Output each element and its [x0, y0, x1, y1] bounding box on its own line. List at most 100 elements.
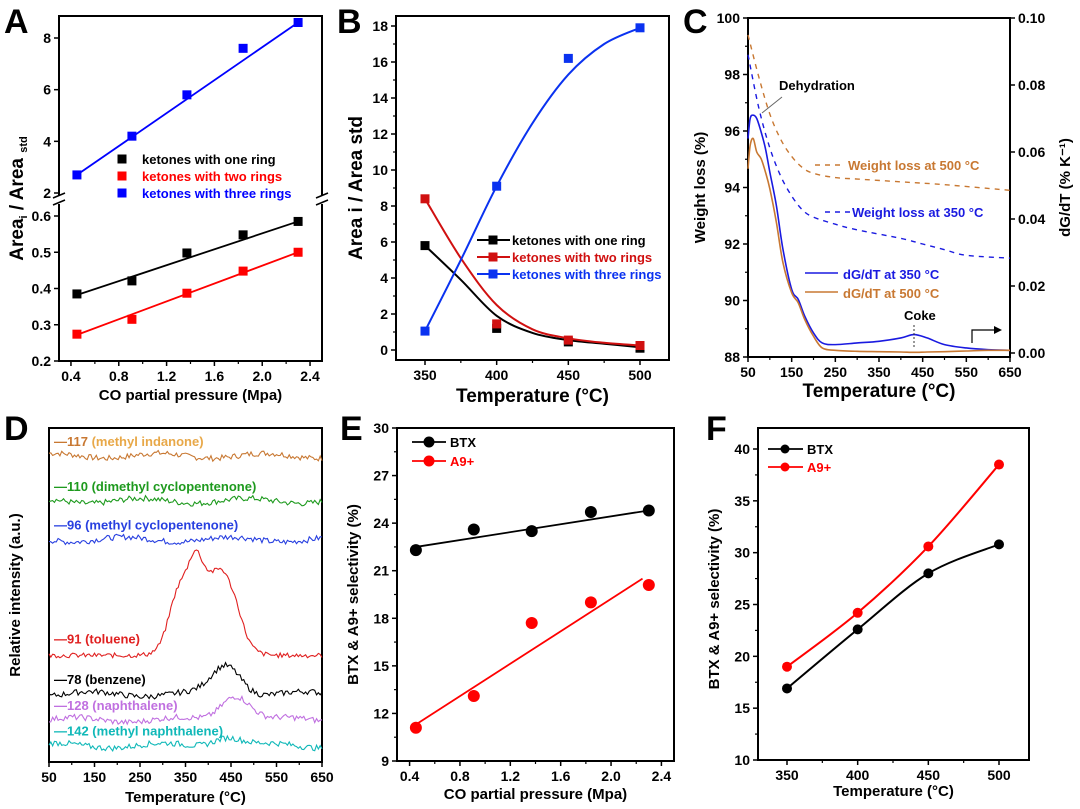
data-point: [782, 661, 792, 672]
panel-c: 50 150 250 350 450 550 650 88 90 92 94 96 98 100 0.00 0…: [692, 10, 1074, 402]
trace-label: —110 (dimethyl cyclopentenone): [54, 479, 256, 494]
x-tick-label: 500: [987, 767, 1011, 783]
data-point: [923, 568, 934, 579]
x-tick-label: 250: [824, 364, 848, 380]
y-axis-title: Areai / Area std: [7, 136, 30, 260]
trace-label: —91 (toluene): [54, 631, 140, 646]
fit-line-1: [415, 577, 644, 726]
panel-f: 350 400 450 500 10 15 20 25 30 35 40 Temperature (°…: [706, 427, 1030, 800]
fit-line-0: [76, 220, 299, 296]
trace-3: [48, 549, 323, 659]
plot-frame-e: [396, 427, 675, 762]
data-point: [923, 541, 934, 552]
curve-2: [424, 26, 641, 332]
y-tick-label: 100: [717, 10, 741, 26]
data-point: [238, 43, 248, 53]
y-tick-label: 20: [734, 648, 750, 664]
x-axis-title: CO partial pressure (Mpa): [99, 387, 282, 404]
y-tick-label: 10: [372, 162, 388, 178]
data-point: [293, 18, 303, 27]
trace-label: —117 (methyl indanone): [54, 434, 204, 449]
x-tick-label: 550: [265, 769, 289, 785]
data-point: [72, 289, 82, 299]
trace-6: [48, 734, 323, 752]
y-tick-label: 35: [734, 493, 750, 509]
legend-marker: [423, 436, 435, 448]
data-point: [182, 90, 192, 100]
x-tick-label: 350: [174, 769, 198, 785]
x-tick-label: 650: [998, 364, 1022, 380]
y-tick-label: 40: [734, 441, 750, 457]
y-tick-label: 27: [373, 468, 389, 484]
y-tick-label: 18: [372, 18, 388, 34]
y-tick-label: 0.3: [32, 317, 52, 333]
y-tick-label: 12: [373, 705, 389, 721]
y-tick-label: 25: [734, 597, 750, 613]
trace-label: —78 (benzene): [54, 672, 146, 687]
x-tick-label: 350: [413, 367, 437, 383]
y-right-tick-label: 0.02: [1018, 278, 1045, 294]
data-point: [293, 247, 303, 257]
annotation-pointer: [761, 96, 783, 114]
y-tick-label: 98: [724, 67, 740, 83]
x-tick-label: 1.6: [205, 368, 225, 384]
panel-letter-e: E: [340, 410, 363, 448]
x-tick-label: 2.0: [252, 368, 272, 384]
data-point: [72, 329, 82, 339]
x-tick-label: 450: [917, 767, 941, 783]
legend-marker: [117, 188, 127, 198]
y-axis-title: Relative intensity (a.u.): [7, 513, 24, 676]
panel-letter-f: F: [706, 410, 727, 448]
y-right-tick-label: 0.08: [1018, 77, 1045, 93]
data-point: [238, 266, 248, 276]
y-tick-label: 8: [380, 198, 388, 214]
data-point: [563, 335, 573, 345]
y-tick-label: 6: [43, 82, 51, 98]
axis-break-mark: [52, 199, 66, 206]
y-tick-label: 30: [734, 545, 750, 561]
panel-letter-a: A: [4, 3, 29, 41]
y-tick-label: 4: [43, 133, 51, 149]
y-axis-title: BTX & A9+ selectivity (%): [345, 504, 362, 685]
x-tick-label: 0.8: [109, 368, 129, 384]
y-right-axis-title: dG/dT (% K⁻¹): [1057, 138, 1074, 237]
curve-0: [786, 543, 1000, 690]
legend-label: BTX: [450, 435, 476, 450]
trace-2: [48, 533, 323, 546]
data-point: [467, 523, 480, 536]
x-axis-title: Temperature (°C): [833, 783, 954, 800]
y-right-tick-label: 0.06: [1018, 144, 1045, 160]
data-point: [409, 721, 422, 734]
y-tick-label: 16: [372, 54, 388, 70]
y-tick-label: 2: [380, 306, 388, 322]
legend-marker: [488, 252, 498, 262]
y-tick-label: 21: [373, 563, 389, 579]
axis-break-gap-right: [316, 196, 328, 204]
legend-label: A9+: [450, 454, 475, 469]
curve-weight-loss-at-500-c: [747, 34, 1011, 192]
x-tick-label: 400: [846, 767, 870, 783]
trace-label: —96 (methyl cyclopentenone): [54, 517, 238, 532]
x-tick-label: 500: [628, 367, 652, 383]
data-point: [182, 248, 192, 258]
x-axis-title: Temperature (°C): [803, 381, 956, 402]
curve-1: [786, 463, 1000, 668]
x-tick-label: 1.6: [551, 768, 571, 784]
y-tick-label: 15: [734, 700, 750, 716]
data-point: [852, 624, 863, 635]
data-point: [525, 525, 538, 538]
data-point: [293, 216, 303, 226]
trace-0: [48, 449, 323, 463]
data-point: [782, 683, 792, 694]
data-point: [994, 539, 1004, 550]
trace-5: [48, 694, 323, 726]
y-right-tick-label: 0.04: [1018, 211, 1045, 227]
x-axis-title: Temperature (°C): [125, 789, 246, 806]
trace-4: [48, 661, 323, 700]
trace-label: —142 (methyl naphthalene): [54, 724, 223, 739]
axis-break-mark: [52, 192, 66, 199]
data-point: [420, 326, 430, 336]
x-tick-label: 450: [911, 364, 935, 380]
data-point: [127, 276, 137, 286]
x-tick-label: 2.4: [300, 368, 320, 384]
